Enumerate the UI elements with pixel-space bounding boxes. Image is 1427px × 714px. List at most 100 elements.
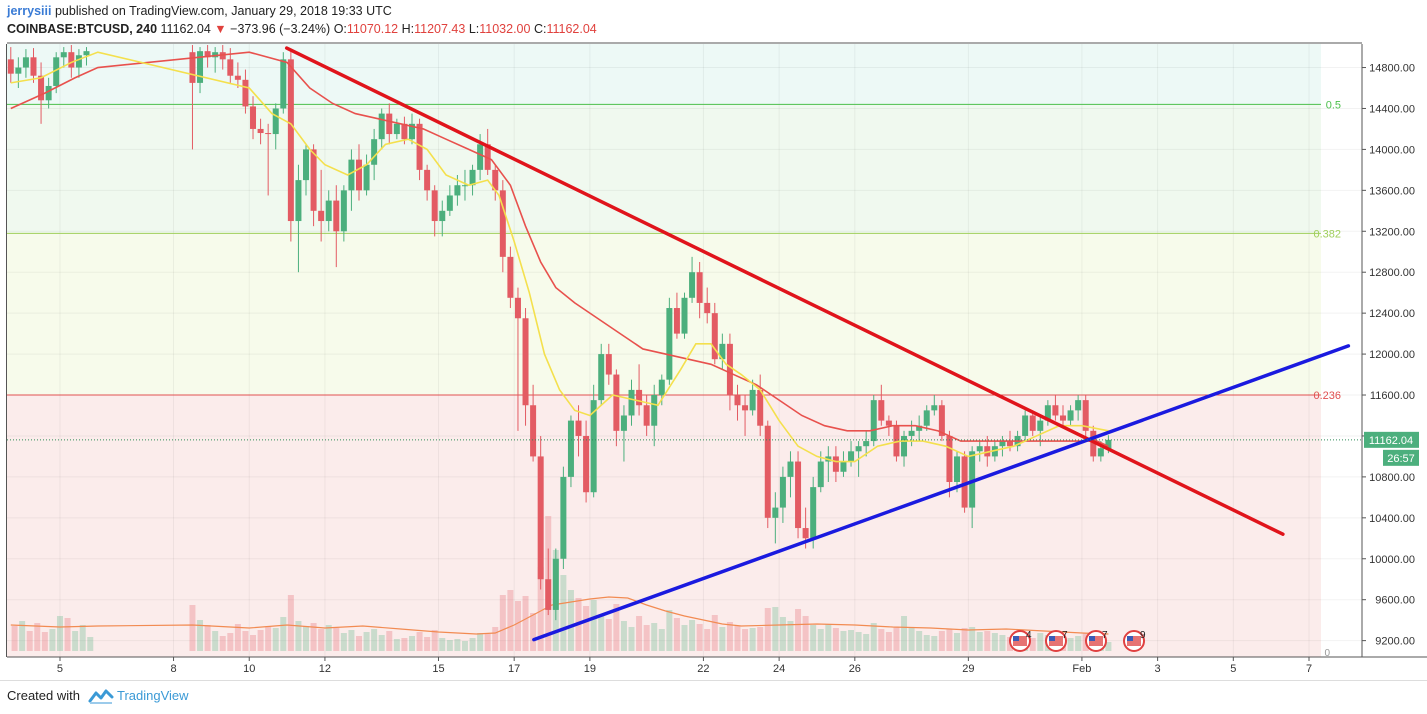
volume-bar-15 (220, 636, 226, 651)
y-tick-label-12: 10000.00 (1369, 554, 1415, 566)
volume-bar-96 (833, 628, 839, 651)
x-tick-label-8: 24 (773, 663, 785, 675)
candle-91 (795, 451, 801, 538)
volume-bar-128 (1075, 636, 1081, 651)
candle-60 (560, 467, 566, 569)
volume-bar-42 (424, 637, 430, 651)
volume-bar-115 (977, 632, 983, 651)
volume-bar-118 (999, 635, 1005, 651)
volume-bar-73 (659, 629, 665, 651)
volume-bar-48 (470, 638, 476, 651)
volume-bar-37 (386, 631, 392, 651)
volume-bar-21 (265, 627, 271, 651)
volume-bar-112 (954, 633, 960, 651)
volume-bar-53 (507, 590, 513, 651)
volume-bar-71 (644, 625, 650, 651)
volume-bar-47 (462, 641, 468, 651)
volume-bar-40 (409, 636, 415, 651)
volume-bar-61 (568, 590, 574, 651)
fib-band-2 (7, 233, 1321, 395)
volume-bar-12 (197, 620, 203, 651)
volume-bar-116 (984, 631, 990, 651)
volume-bar-14 (212, 631, 218, 651)
volume-bar-114 (969, 627, 975, 651)
event-badge-count-2: 7 (1102, 630, 1108, 641)
event-badge-count-0: 4 (1026, 630, 1032, 641)
volume-bar-99 (856, 632, 862, 651)
volume-bar-0 (12, 626, 18, 651)
volume-bar-91 (795, 609, 801, 651)
x-tick-label-0: 5 (57, 663, 63, 675)
candle-64 (591, 385, 597, 498)
volume-bar-93 (810, 625, 816, 651)
candle-57 (538, 436, 544, 590)
y-tick-label-6: 12400.00 (1369, 308, 1415, 320)
candle-76 (682, 293, 688, 339)
fib-band-0 (7, 44, 1321, 104)
volume-bar-20 (258, 630, 264, 651)
x-tick-label-13: 5 (1230, 663, 1236, 675)
volume-bar-63 (583, 606, 589, 651)
volume-bar-68 (621, 621, 627, 651)
volume-bar-95 (825, 624, 831, 651)
tradingview-logo-icon[interactable] (88, 687, 114, 705)
volume-bar-9 (80, 625, 86, 651)
volume-bar-13 (205, 625, 211, 651)
volume-bar-111 (946, 629, 952, 651)
volume-bar-55 (523, 596, 529, 651)
volume-zero-label: 0 (1324, 648, 1330, 659)
y-tick-label-1: 14400.00 (1369, 103, 1415, 115)
volume-bar-106 (909, 628, 915, 651)
x-tick-label-10: 29 (962, 663, 974, 675)
volume-bar-60 (560, 575, 566, 651)
volume-bar-104 (893, 627, 899, 651)
volume-bar-88 (772, 607, 778, 651)
volume-bar-100 (863, 634, 869, 651)
volume-bar-51 (492, 627, 498, 651)
volume-bar-26 (303, 626, 309, 651)
y-tick-label-7: 12000.00 (1369, 349, 1415, 361)
volume-bar-108 (924, 635, 930, 651)
volume-bar-66 (606, 619, 612, 651)
tradingview-brand-link[interactable]: TradingView (117, 688, 189, 703)
volume-bar-33 (356, 636, 362, 651)
volume-bar-2 (27, 631, 33, 651)
volume-bar-117 (992, 633, 998, 651)
volume-bar-80 (712, 615, 718, 651)
volume-bar-46 (454, 639, 460, 651)
volume-bar-64 (591, 600, 597, 651)
volume-bar-109 (931, 636, 937, 651)
x-tick-label-4: 15 (432, 663, 444, 675)
volume-bar-56 (530, 613, 536, 651)
volume-bar-103 (886, 632, 892, 651)
volume-bar-16 (227, 633, 233, 651)
volume-bar-65 (598, 615, 604, 651)
volume-bar-32 (348, 630, 354, 651)
volume-bar-110 (939, 631, 945, 651)
candle-61 (568, 415, 574, 487)
volume-bar-11 (189, 605, 195, 651)
volume-bar-24 (288, 595, 294, 651)
volume-bar-39 (401, 638, 407, 651)
volume-bar-86 (757, 627, 763, 651)
volume-bar-38 (394, 639, 400, 651)
chart-footer: Created with TradingView (0, 680, 1427, 714)
volume-bar-127 (1068, 638, 1074, 651)
x-tick-label-11: Feb (1072, 663, 1091, 675)
volume-bar-18 (242, 631, 248, 651)
countdown-tag-label: 26:57 (1387, 453, 1415, 465)
volume-bar-75 (674, 618, 680, 651)
x-tick-label-7: 22 (697, 663, 709, 675)
y-tick-label-2: 14000.00 (1369, 144, 1415, 156)
volume-bar-82 (727, 622, 733, 651)
fib-label-0: 0.5 (1326, 99, 1341, 111)
y-tick-label-4: 13200.00 (1369, 226, 1415, 238)
volume-bar-30 (333, 628, 339, 651)
volume-bar-98 (848, 630, 854, 651)
fib-band-3 (7, 395, 1321, 657)
fib-label-2: 0.236 (1313, 390, 1341, 402)
y-tick-label-5: 12800.00 (1369, 267, 1415, 279)
candle-24 (288, 51, 294, 241)
volume-bar-105 (901, 616, 907, 651)
